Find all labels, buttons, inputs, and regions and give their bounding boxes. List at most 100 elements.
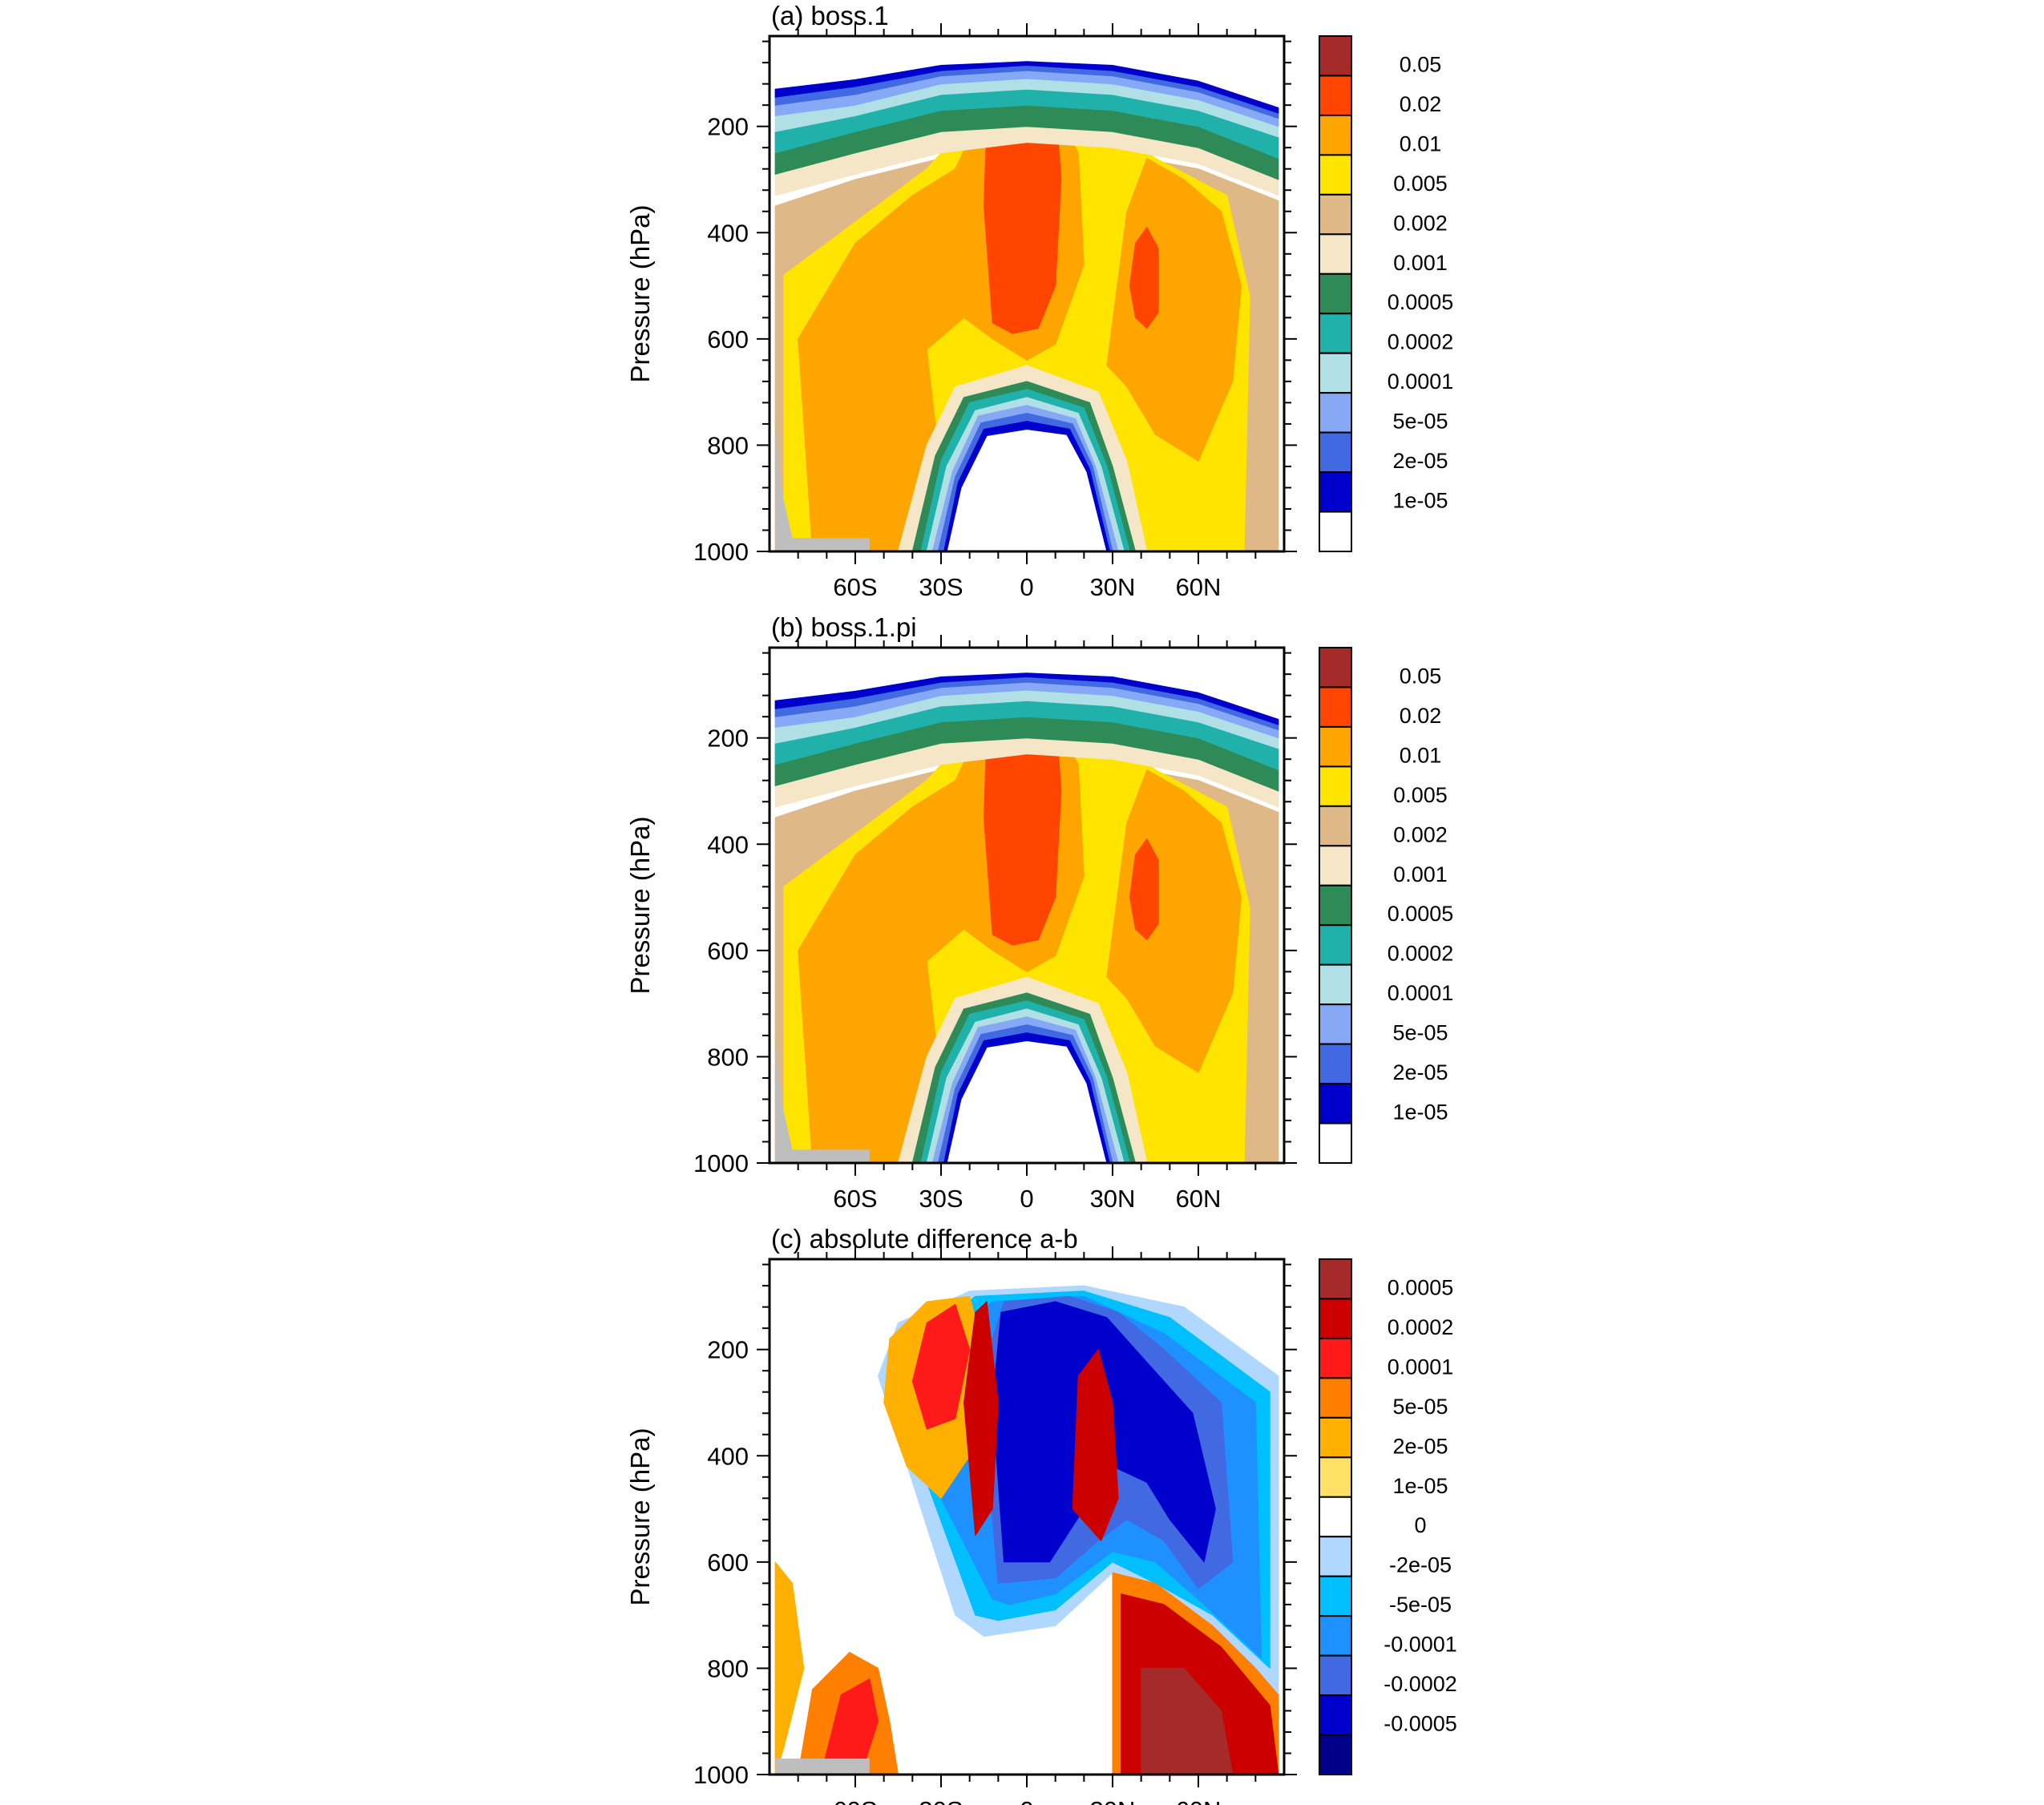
contour-fills <box>774 1285 1279 1775</box>
colorbar-box <box>1319 924 1352 966</box>
colorbar-label: -0.0005 <box>1384 1712 1457 1736</box>
colorbar-box <box>1319 392 1352 434</box>
contour-region <box>943 421 1110 551</box>
y-tick-label: 400 <box>707 1442 749 1470</box>
x-tick-label: 60S <box>833 573 877 601</box>
colorbar-box <box>1319 1083 1352 1125</box>
colorbar-box <box>1319 1456 1352 1498</box>
contour-region <box>943 1032 1110 1163</box>
x-tick-label: 60N <box>1176 573 1222 601</box>
colorbar-label: 0.0005 <box>1388 290 1454 314</box>
colorbar-label: -0.0001 <box>1384 1633 1457 1657</box>
colorbar-label: 0.05 <box>1400 52 1442 76</box>
y-axis-label: Pressure (hPa) <box>625 817 655 995</box>
y-axis: 200 400 600 800 1000 Pressure (hPa) <box>625 40 1297 566</box>
colorbar-label: 0.0001 <box>1388 369 1454 394</box>
colorbar-label: 0.0005 <box>1388 902 1454 926</box>
contour-fills <box>774 61 1279 551</box>
colorbar-box <box>1319 1615 1352 1657</box>
x-tick-label: 0 <box>1020 1185 1033 1213</box>
colorbar-box <box>1319 154 1352 196</box>
colorbar-label: -2e-05 <box>1389 1553 1452 1577</box>
colorbar-label: -0.0002 <box>1384 1672 1457 1696</box>
contour-region <box>1129 227 1159 329</box>
x-axis: 60S 30S 0 30N 60N <box>797 635 1257 1213</box>
colorbar-label: 2e-05 <box>1392 1434 1448 1458</box>
colorbar-label: 0 <box>1414 1513 1426 1537</box>
colorbar-label: 0.0002 <box>1388 1315 1454 1339</box>
colorbar-box <box>1319 884 1352 927</box>
contour-region <box>1106 769 1242 1073</box>
colorbar-box <box>1319 1258 1352 1300</box>
colorbar-label: 2e-05 <box>1392 449 1448 473</box>
x-tick-label: 0 <box>1020 1796 1033 1805</box>
colorbar-label: 0.001 <box>1393 862 1448 886</box>
y-tick-label: 200 <box>707 113 749 141</box>
contour-region <box>820 1678 879 1775</box>
colorbar: 0.05 0.02 0.01 0.005 0.002 0.001 0.0005 0.0002 0… <box>1319 647 1454 1164</box>
colorbar-box <box>1319 1654 1352 1697</box>
colorbar-box <box>1319 1496 1352 1538</box>
colorbar-label: 0.0002 <box>1388 942 1454 966</box>
colorbar-label: 5e-05 <box>1392 410 1448 434</box>
colorbar-box <box>1319 75 1352 116</box>
colorbar-label: 0.001 <box>1393 251 1448 275</box>
y-tick-label: 800 <box>707 1654 749 1682</box>
colorbar-box <box>1319 963 1352 1006</box>
colorbar-label: 0.005 <box>1393 172 1448 196</box>
panel-c: 60S 30S 0 30N 60N 200 400 600 800 1000 Pressure (h… <box>625 1224 1457 1805</box>
y-axis-label: Pressure (hPa) <box>625 1428 655 1606</box>
colorbar-box <box>1319 805 1352 847</box>
colorbar-label: 0.05 <box>1400 664 1442 688</box>
contour-region <box>1129 838 1159 941</box>
x-tick-label: 30N <box>1090 573 1136 601</box>
contour-fills <box>774 672 1279 1163</box>
colorbar-label: 5e-05 <box>1392 1021 1448 1045</box>
colorbar-label: 0.002 <box>1393 211 1448 235</box>
colorbar-box <box>1319 1694 1352 1736</box>
colorbar-box <box>1319 273 1352 315</box>
x-axis: 60S 30S 0 30N 60N <box>797 1246 1257 1805</box>
x-tick-label: 0 <box>1020 573 1033 601</box>
colorbar-box <box>1319 193 1352 236</box>
colorbar-box <box>1319 1122 1352 1164</box>
colorbar-label: 0.01 <box>1400 743 1442 767</box>
colorbar-label: -5e-05 <box>1389 1593 1452 1617</box>
colorbar-label: 0.0001 <box>1388 1355 1454 1379</box>
missing-data-region <box>775 1035 870 1163</box>
colorbar-box <box>1319 233 1352 275</box>
x-tick-label: 60S <box>833 1185 877 1213</box>
y-axis-label: Pressure (hPa) <box>625 205 655 383</box>
y-axis: 200 400 600 800 1000 Pressure (hPa) <box>625 652 1297 1177</box>
colorbar-label: 0.0002 <box>1388 330 1454 354</box>
y-tick-label: 400 <box>707 219 749 247</box>
y-tick-label: 1000 <box>693 1149 749 1177</box>
panel-title: (a) boss.1 <box>771 1 889 30</box>
colorbar-box <box>1319 1377 1352 1419</box>
colorbar-box <box>1319 1416 1352 1459</box>
colorbar-box <box>1319 1043 1352 1085</box>
contour-region <box>1106 158 1242 462</box>
contour-region <box>1072 1349 1119 1541</box>
y-tick-label: 600 <box>707 325 749 353</box>
colorbar: 0.0005 0.0002 0.0001 5e-05 2e-05 1e-05 0 -2e-05… <box>1319 1258 1457 1776</box>
y-tick-label: 600 <box>707 937 749 965</box>
missing-data-region <box>775 1759 870 1775</box>
colorbar-box <box>1319 114 1352 156</box>
colorbar-box <box>1319 1536 1352 1577</box>
panel-a: 60S 30S 0 30N 60N 200 400 600 800 1000 Pressure (h… <box>625 1 1453 601</box>
x-tick-label: 30S <box>919 573 963 601</box>
y-tick-label: 800 <box>707 431 749 459</box>
y-tick-label: 1000 <box>693 1761 749 1789</box>
x-axis: 60S 30S 0 30N 60N <box>797 23 1257 601</box>
colorbar-box <box>1319 471 1352 513</box>
colorbar-box <box>1319 1337 1352 1379</box>
colorbar-box <box>1319 845 1352 886</box>
x-tick-label: 60N <box>1176 1185 1222 1213</box>
colorbar-label: 0.0001 <box>1388 981 1454 1005</box>
colorbar-box <box>1319 647 1352 688</box>
y-tick-label: 400 <box>707 830 749 858</box>
colorbar-box <box>1319 431 1352 474</box>
colorbar-box <box>1319 1734 1352 1776</box>
